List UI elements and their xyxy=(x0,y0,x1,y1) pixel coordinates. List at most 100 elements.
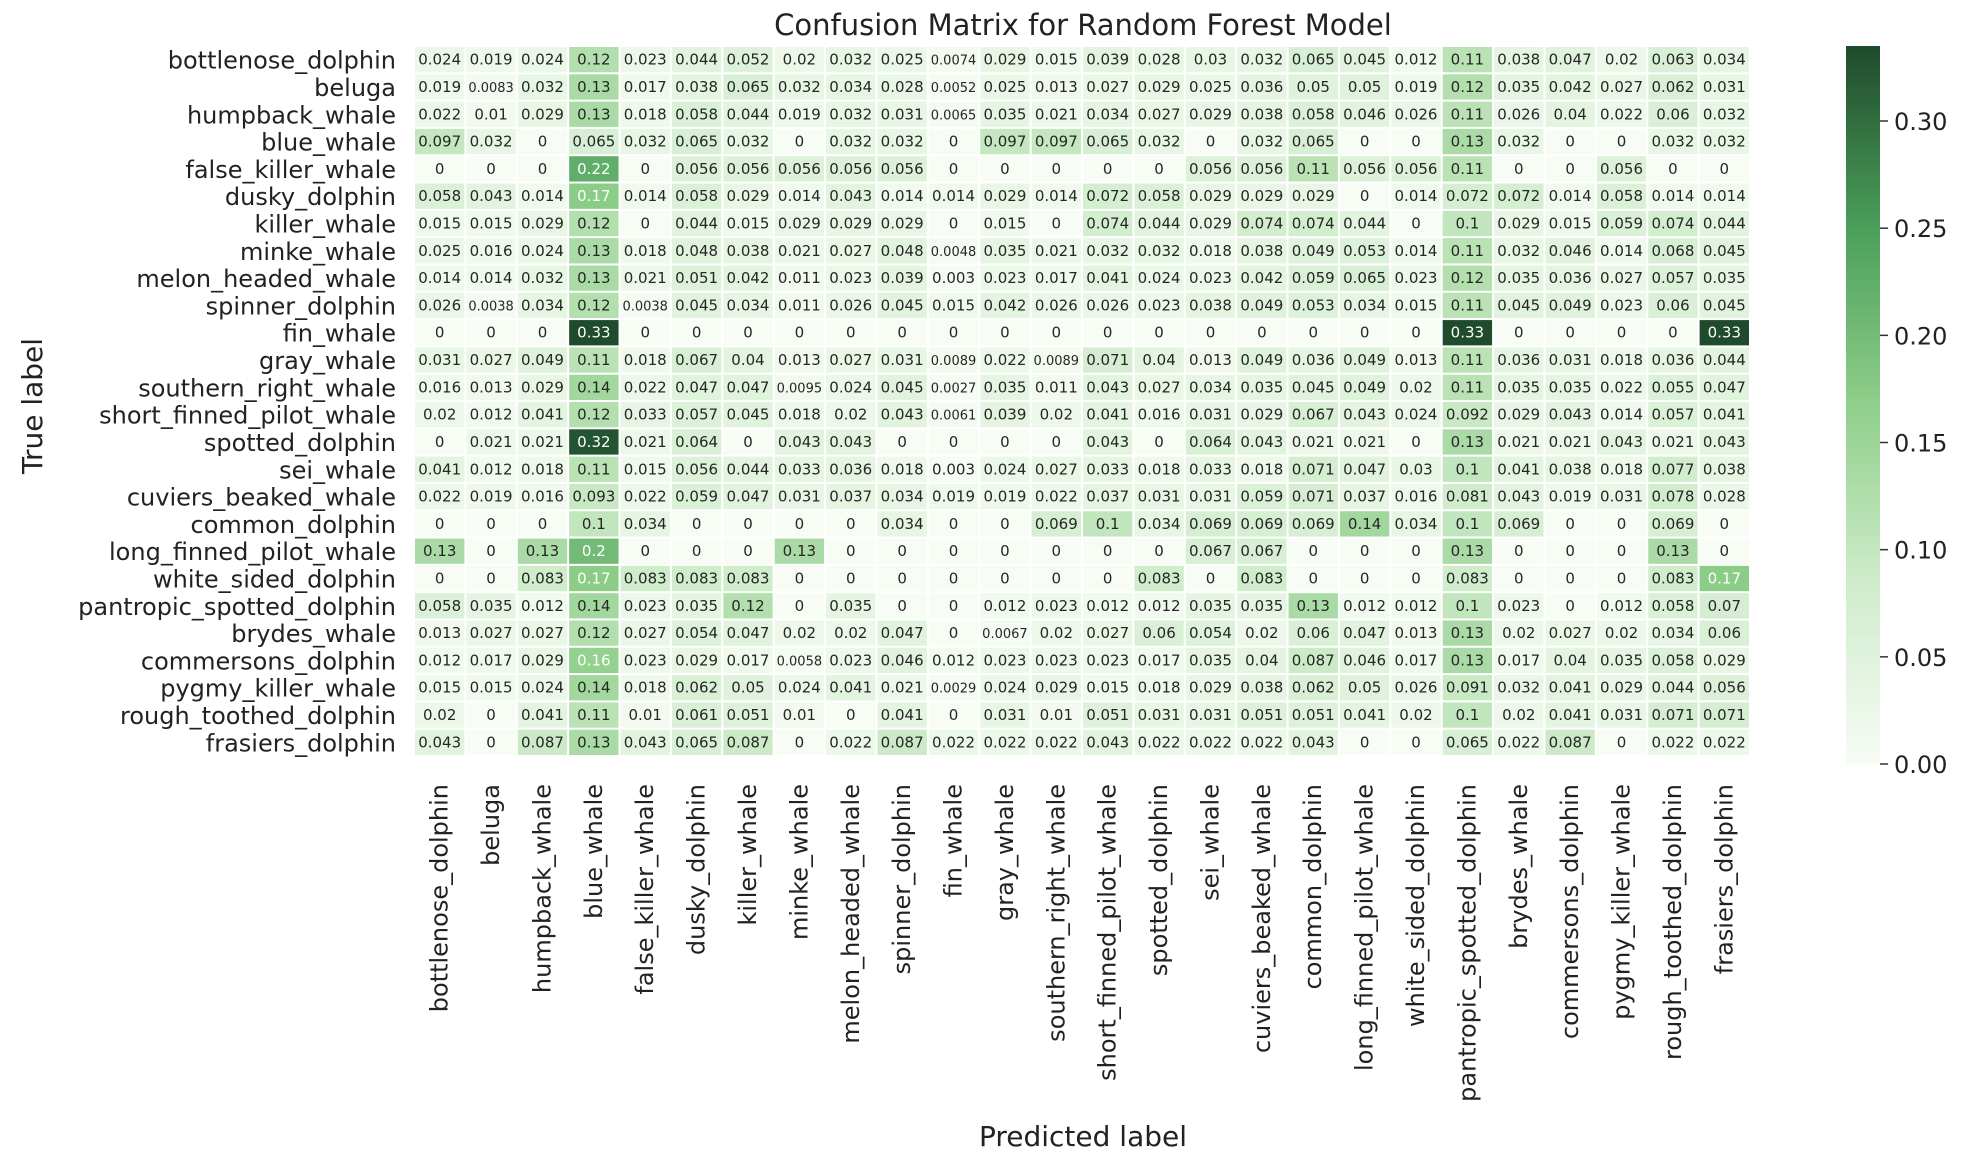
cell-value-label: 0.083 xyxy=(521,570,564,588)
cell-value-label: 0.043 xyxy=(470,187,513,205)
heatmap-cell xyxy=(1442,702,1493,728)
heatmap-cell xyxy=(826,402,876,428)
heatmap-cell xyxy=(517,128,568,155)
cell-value-label: 0.092 xyxy=(1446,406,1489,424)
cell-value-label: 0.13 xyxy=(577,242,610,260)
heatmap-cell xyxy=(1339,128,1390,155)
cell-value-label: 0.031 xyxy=(1189,706,1232,724)
cell-value-label: 0.071 xyxy=(1651,706,1694,724)
heatmap-cell xyxy=(1391,265,1441,291)
cell-value-label: 0 xyxy=(1617,570,1627,588)
cell-value-label: 0.035 xyxy=(983,378,1026,396)
cell-value-label: 0.039 xyxy=(1086,51,1129,69)
heatmap-cell xyxy=(1083,729,1133,755)
heatmap-cell xyxy=(1596,538,1647,564)
heatmap-cell xyxy=(1134,565,1184,592)
cell-value-label: 0.027 xyxy=(1138,105,1181,123)
cell-value-label: 0.083 xyxy=(727,570,770,588)
heatmap-cell xyxy=(1237,156,1287,182)
cell-value-label: 0.097 xyxy=(418,133,461,151)
heatmap-cell xyxy=(517,101,568,127)
cell-value-label: 0.014 xyxy=(1600,406,1643,424)
cell-value-label: 0 xyxy=(846,570,856,588)
heatmap-cell xyxy=(569,456,619,482)
heatmap-cell xyxy=(569,483,619,510)
y-tick-label: bottlenose_dolphin xyxy=(168,47,396,75)
cell-value-label: 0.021 xyxy=(1497,433,1540,451)
heatmap-cell xyxy=(671,511,722,537)
heatmap-cell xyxy=(1391,538,1441,564)
heatmap-cell xyxy=(1494,128,1544,155)
cell-value-label: 0.13 xyxy=(1451,433,1484,451)
heatmap-cell xyxy=(1083,620,1133,646)
cell-value-label: 0.015 xyxy=(1086,679,1129,697)
cell-value-label: 0.33 xyxy=(577,324,610,342)
heatmap-cell xyxy=(1185,593,1236,619)
heatmap-cell xyxy=(415,456,465,482)
cell-value-label: 0.018 xyxy=(521,460,564,478)
heatmap-cell xyxy=(723,511,773,537)
heatmap-cell xyxy=(826,265,876,291)
heatmap-cell xyxy=(1545,47,1595,73)
cell-value-label: 0.012 xyxy=(1086,597,1129,615)
heatmap-cell xyxy=(671,429,722,455)
heatmap-cell xyxy=(1083,702,1133,728)
heatmap-cell xyxy=(1699,593,1749,619)
x-tick-label: southern_right_whale xyxy=(1042,784,1070,1042)
cell-value-label: 0.02 xyxy=(783,51,816,69)
cell-value-label: 0.013 xyxy=(1035,78,1078,96)
cell-value-label: 0.065 xyxy=(1343,269,1386,287)
cell-value-label: 0.012 xyxy=(1343,597,1386,615)
y-tick-label: short_finned_pilot_whale xyxy=(99,402,396,430)
cell-value-label: 0.013 xyxy=(778,351,821,369)
colorbar-tick-label: 0.20 xyxy=(1894,322,1947,350)
cell-value-label: 0.029 xyxy=(521,651,564,669)
cell-value-label: 0 xyxy=(692,542,702,560)
cell-value-label: 0.029 xyxy=(521,215,564,233)
cell-value-label: 0.027 xyxy=(1138,378,1181,396)
heatmap-cell xyxy=(1031,647,1081,674)
cell-value-label: 0 xyxy=(1565,160,1575,178)
heatmap-cell xyxy=(928,156,979,182)
cell-value-label: 0.065 xyxy=(675,733,718,751)
cell-value-label: 0 xyxy=(1206,324,1216,342)
cell-value-label: 0.059 xyxy=(675,488,718,506)
cell-value-label: 0.02 xyxy=(1040,406,1073,424)
cell-value-label: 0 xyxy=(1565,324,1575,342)
cell-value-label: 0.023 xyxy=(1035,597,1078,615)
cell-value-label: 0.019 xyxy=(470,488,513,506)
cell-value-label: 0.048 xyxy=(675,242,718,260)
cell-value-label: 0.043 xyxy=(1086,433,1129,451)
heatmap-cell xyxy=(1288,429,1338,455)
heatmap-cell xyxy=(723,101,773,127)
heatmap-cell xyxy=(1185,128,1236,155)
y-tick-label: sei_whale xyxy=(279,456,396,484)
cell-value-label: 0.057 xyxy=(675,406,718,424)
cell-value-label: 0.11 xyxy=(577,351,610,369)
x-tick-label: frasiers_dolphin xyxy=(1710,784,1738,974)
heatmap-cell xyxy=(1031,374,1081,400)
cell-value-label: 0.027 xyxy=(1086,78,1129,96)
heatmap-cell xyxy=(1237,101,1287,127)
heatmap-cell xyxy=(466,647,516,674)
cell-value-label: 0.17 xyxy=(577,187,610,205)
cell-value-label: 0.087 xyxy=(1549,733,1592,751)
heatmap-cell xyxy=(1185,210,1236,237)
cell-value-label: 0.032 xyxy=(829,105,872,123)
heatmap-cell xyxy=(569,238,619,264)
heatmap-cell xyxy=(1391,456,1441,482)
cell-value-label: 0 xyxy=(1308,542,1318,560)
cell-value-label: 0.038 xyxy=(675,78,718,96)
cell-value-label: 0 xyxy=(1514,542,1524,560)
heatmap-cell xyxy=(415,128,465,155)
cell-value-label: 0.058 xyxy=(1600,187,1643,205)
heatmap-cell xyxy=(1442,402,1493,428)
heatmap-cell xyxy=(466,374,516,400)
cell-value-label: 0.17 xyxy=(1708,570,1741,588)
heatmap-cell xyxy=(1699,183,1749,209)
x-tick-label: white_sided_dolphin xyxy=(1402,784,1430,1027)
heatmap-cell xyxy=(1031,292,1081,319)
cell-value-label: 0.034 xyxy=(881,515,924,533)
heatmap-cell xyxy=(1185,729,1236,755)
cell-value-label: 0.0083 xyxy=(468,81,514,96)
